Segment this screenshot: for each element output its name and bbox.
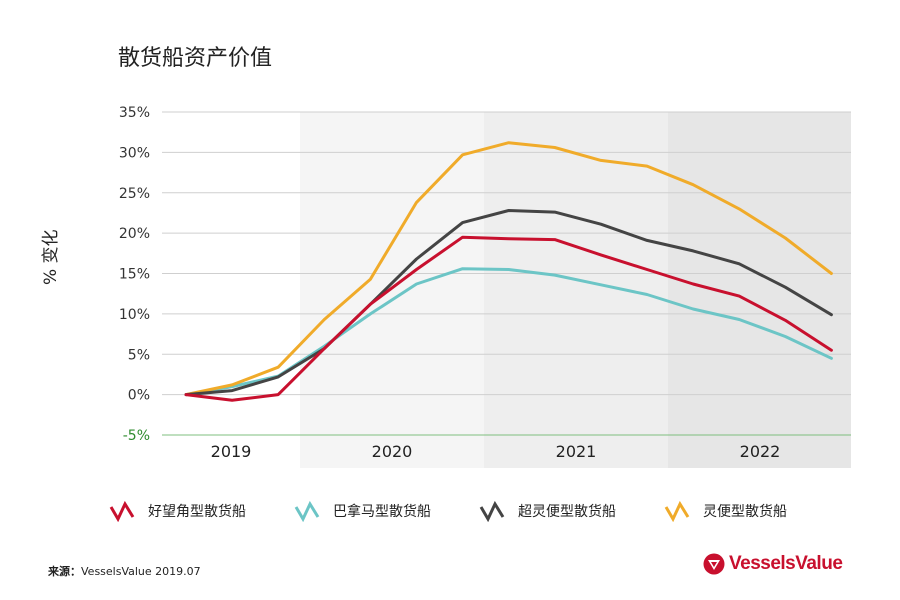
y-tick-label: 0% [128, 388, 150, 404]
x-year-label: 2020 [372, 442, 413, 461]
y-tick-label: 20% [119, 226, 150, 242]
x-year-label: 2021 [556, 442, 597, 461]
brand-name: VesselsValue [729, 553, 843, 574]
year-band-2 [484, 112, 668, 468]
y-tick-label: 30% [119, 145, 150, 161]
legend-swatch-supramax [479, 500, 505, 522]
year-band-0 [162, 112, 300, 468]
y-tick-label: 25% [119, 186, 150, 202]
y-tick-label: -5% [123, 428, 150, 444]
source-label: 来源： [48, 565, 81, 578]
legend-label-supramax: 超灵便型散货船 [518, 504, 616, 520]
x-year-label: 2022 [740, 442, 781, 461]
source-note: 来源：VesselsValue 2019.07 [48, 563, 201, 579]
legend-item-supramax: 超灵便型散货船 [478, 500, 663, 522]
series-line-3 [184, 141, 833, 397]
y-tick-label: 5% [128, 347, 150, 363]
x-year-label: 2019 [211, 442, 252, 461]
legend-swatch-panamax [294, 500, 320, 522]
series-line-0 [184, 235, 833, 402]
legend-swatch-capesize [109, 500, 135, 522]
legend-label-panamax: 巴拿马型散货船 [333, 504, 431, 520]
y-tick-label: 35% [119, 105, 150, 121]
source-value: VesselsValue 2019.07 [81, 565, 201, 578]
legend: 好望角型散货船 巴拿马型散货船 超灵便型散货船 灵便型散货船 [108, 500, 848, 522]
series-line-2 [184, 209, 833, 397]
vesselsvalue-logo-icon [703, 553, 725, 575]
chart-title: 散货船资产价值 [118, 46, 273, 71]
legend-label-handysize: 灵便型散货船 [703, 504, 787, 520]
legend-item-handysize: 灵便型散货船 [663, 500, 848, 522]
legend-swatch-handysize [664, 500, 690, 522]
y-tick-label: 15% [119, 267, 150, 283]
legend-label-capesize: 好望角型散货船 [148, 504, 246, 520]
year-band-1 [300, 112, 484, 468]
legend-item-capesize: 好望角型散货船 [108, 500, 293, 522]
year-band-3 [668, 112, 851, 468]
brand-logo: VesselsValue [703, 553, 843, 575]
y-tick-label: 10% [119, 307, 150, 323]
legend-item-panamax: 巴拿马型散货船 [293, 500, 478, 522]
